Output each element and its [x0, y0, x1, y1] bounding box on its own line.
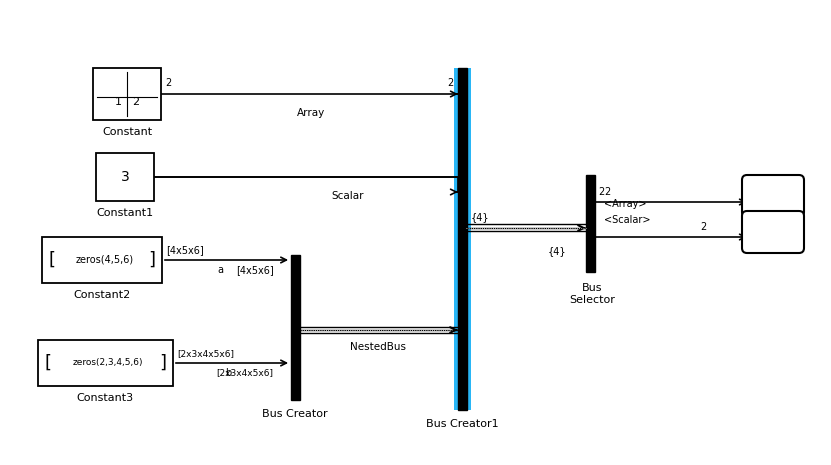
- Text: <Array>: <Array>: [604, 199, 647, 209]
- Text: [2x3x4x5x6]: [2x3x4x5x6]: [216, 368, 273, 377]
- Text: ]: ]: [159, 354, 166, 372]
- Bar: [96, 153, 154, 201]
- Text: [4x5x6]: [4x5x6]: [166, 245, 204, 255]
- Text: {4}: {4}: [471, 212, 489, 222]
- Text: ]: ]: [148, 251, 155, 269]
- Bar: [42, 237, 162, 283]
- Text: 3: 3: [120, 170, 130, 184]
- Text: zeros(2,3,4,5,6): zeros(2,3,4,5,6): [73, 359, 143, 367]
- Bar: [38, 340, 173, 386]
- Text: Bus Creator: Bus Creator: [263, 409, 327, 419]
- FancyBboxPatch shape: [742, 211, 804, 253]
- Text: zeros(4,5,6): zeros(4,5,6): [76, 255, 134, 265]
- Text: Array: Array: [297, 108, 325, 118]
- Text: <Scalar>: <Scalar>: [604, 215, 651, 225]
- Text: Constant3: Constant3: [76, 393, 134, 403]
- Text: Bus Creator1: Bus Creator1: [425, 419, 499, 429]
- Bar: [93, 68, 161, 120]
- Bar: [454, 68, 471, 410]
- Text: 2: 2: [769, 226, 777, 239]
- Text: [: [: [45, 354, 52, 372]
- FancyBboxPatch shape: [742, 175, 804, 217]
- Text: NestedBus: NestedBus: [350, 342, 406, 352]
- Text: 2: 2: [448, 78, 454, 88]
- Text: 2: 2: [604, 187, 610, 197]
- Bar: [458, 68, 467, 410]
- Text: [2x3x4x5x6]: [2x3x4x5x6]: [177, 349, 234, 358]
- Text: 2: 2: [598, 187, 604, 197]
- Text: 1: 1: [115, 97, 121, 107]
- Text: Bus
Selector: Bus Selector: [569, 283, 615, 305]
- Text: Constant1: Constant1: [96, 208, 154, 218]
- Text: a: a: [217, 265, 223, 275]
- Bar: [291, 255, 300, 400]
- Text: [: [: [49, 251, 56, 269]
- Text: Scalar: Scalar: [332, 191, 364, 201]
- Text: 1: 1: [769, 190, 777, 202]
- Text: Constant: Constant: [102, 127, 152, 137]
- Text: b: b: [225, 368, 231, 378]
- Text: 2: 2: [165, 78, 171, 88]
- Text: [4x5x6]: [4x5x6]: [236, 265, 273, 275]
- Text: Constant2: Constant2: [73, 290, 130, 300]
- Bar: [586, 175, 595, 272]
- Text: 2: 2: [132, 97, 140, 107]
- Text: {4}: {4}: [548, 246, 566, 256]
- Text: 2: 2: [700, 222, 706, 232]
